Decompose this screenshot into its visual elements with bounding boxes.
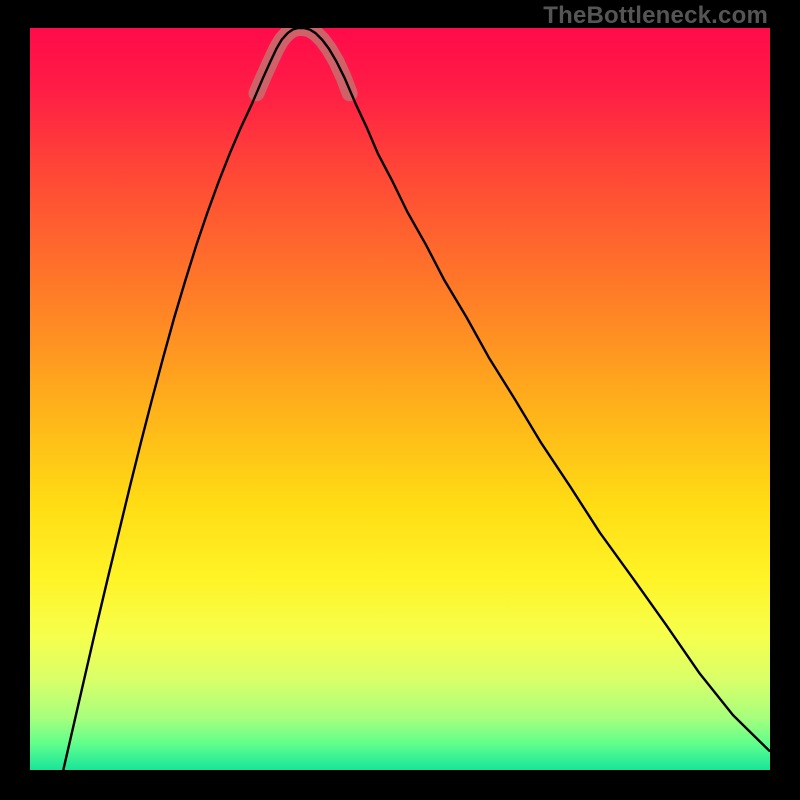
bottleneck-curve — [63, 28, 770, 770]
plot-area — [30, 28, 770, 770]
chart-frame: TheBottleneck.com — [0, 0, 800, 800]
curves-layer — [30, 28, 770, 770]
watermark-text: TheBottleneck.com — [543, 2, 768, 30]
